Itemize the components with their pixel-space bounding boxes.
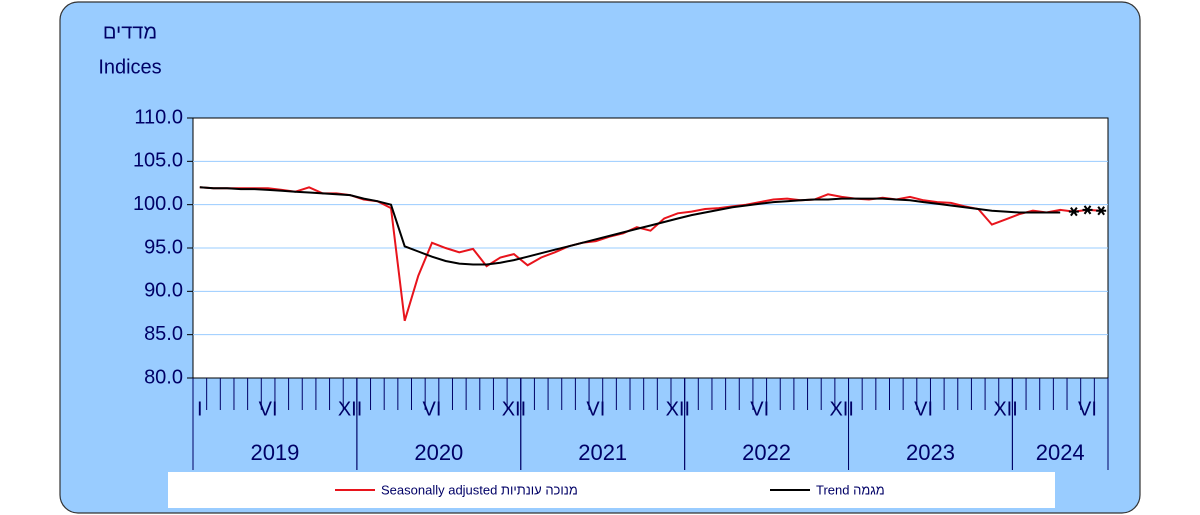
asterisk-marker <box>1096 206 1107 216</box>
asterisk-marker <box>1082 205 1093 215</box>
year-label: 2024 <box>1036 440 1085 465</box>
legend-label: Trend מגמה <box>816 482 885 497</box>
y-tick-label: 95.0 <box>144 236 183 258</box>
y-tick-label: 90.0 <box>144 280 183 302</box>
y-tick-label: 105.0 <box>133 150 183 172</box>
x-tick-label: VI <box>423 398 442 420</box>
year-label: 2023 <box>906 440 955 465</box>
y-title-he: מדדים <box>103 21 157 43</box>
y-tick-label: 100.0 <box>133 193 183 215</box>
x-tick-label: XII <box>338 398 362 420</box>
x-tick-label: XII <box>829 398 853 420</box>
y-tick-label: 80.0 <box>144 366 183 388</box>
x-tick-label: VI <box>1078 398 1097 420</box>
x-tick-label: VI <box>914 398 933 420</box>
x-tick-label: VI <box>586 398 605 420</box>
year-label: 2022 <box>742 440 791 465</box>
year-label: 2020 <box>414 440 463 465</box>
x-tick-label: XII <box>502 398 526 420</box>
x-tick-label: VI <box>750 398 769 420</box>
x-tick-label: XII <box>666 398 690 420</box>
x-tick-label: I <box>197 398 203 420</box>
y-tick-label: 85.0 <box>144 323 183 345</box>
x-tick-label: VI <box>259 398 278 420</box>
y-tick-label: 110.0 <box>134 106 183 128</box>
series-line <box>199 186 1061 266</box>
legend <box>168 472 1055 508</box>
y-title: Indices <box>98 56 161 78</box>
legend-label: Seasonally adjusted מנוכה עונתיות <box>381 482 578 497</box>
x-tick-label: XII <box>993 398 1017 420</box>
year-label: 2021 <box>578 440 627 465</box>
asterisk-marker <box>1068 207 1079 217</box>
year-label: 2019 <box>250 440 299 465</box>
